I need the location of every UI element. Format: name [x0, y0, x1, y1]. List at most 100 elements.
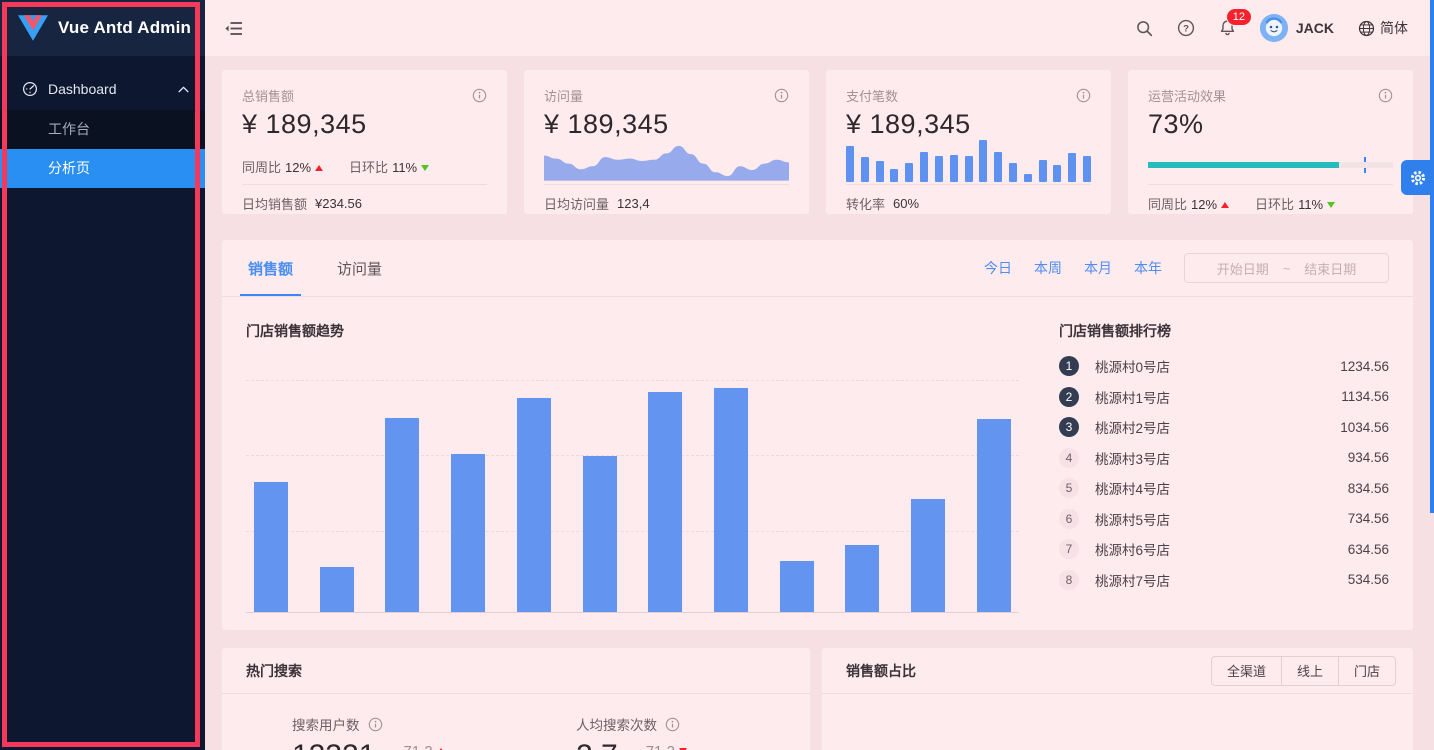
range-本月[interactable]: 本月: [1084, 260, 1112, 276]
mini-bar: [949, 154, 958, 182]
sales-bar: [516, 397, 551, 612]
app-title: Vue Antd Admin: [58, 18, 192, 37]
stat-change: 71.2: [403, 743, 445, 750]
rank-badge: 5: [1059, 478, 1079, 499]
start-date-placeholder: 开始日期: [1216, 261, 1269, 277]
card-title: 总销售额: [242, 89, 295, 104]
date-range-separator: ~: [1282, 260, 1291, 276]
stat-change: 71.2: [646, 743, 687, 750]
footer-label: 日均访问量: [544, 197, 610, 212]
search-icon[interactable]: [1136, 20, 1153, 37]
ranking-item: 4 桃源村3号店 934.56: [1059, 443, 1389, 474]
store-name: 桃源村2号店: [1095, 421, 1171, 437]
sales-bar: [648, 392, 683, 612]
sales-bar: [385, 418, 420, 612]
store-value: 834.56: [1347, 480, 1389, 496]
arrow-up-icon: [1221, 202, 1230, 208]
info-icon[interactable]: [1076, 88, 1091, 103]
store-value: 1034.56: [1340, 419, 1389, 435]
arrow-down-icon: [421, 165, 430, 171]
ranking-item: 6 桃源村5号店 734.56: [1059, 504, 1389, 535]
rank-badge: 7: [1059, 539, 1079, 560]
stat-label: 搜索用户数: [292, 718, 360, 733]
store-name: 桃源村0号店: [1095, 360, 1171, 376]
range-今日[interactable]: 今日: [984, 260, 1012, 276]
trend-label: 同周比: [242, 160, 282, 175]
payments-mini-bar-chart: [846, 140, 1091, 182]
stat-number-row: 12321 71.2: [292, 739, 516, 750]
logo[interactable]: Vue Antd Admin: [0, 0, 205, 56]
trend-同周比: 同周比 12%: [1148, 194, 1230, 213]
trend-日环比: 日环比 11%: [1255, 194, 1336, 213]
footer-value: ¥234.56: [315, 196, 363, 211]
store-name: 桃源村5号店: [1095, 512, 1171, 528]
sales-bar: [319, 567, 354, 612]
stat-label-row: 搜索用户数: [292, 714, 516, 734]
sidebar: Vue Antd Admin Dashboard 工作台分析页: [0, 0, 205, 750]
filter-门店[interactable]: 门店: [1337, 655, 1396, 686]
filter-线上[interactable]: 线上: [1280, 655, 1339, 686]
mini-bar: [905, 163, 914, 182]
info-icon[interactable]: [472, 88, 487, 103]
date-range-picker[interactable]: 开始日期 ~ 结束日期: [1184, 253, 1389, 283]
ranking-item: 2 桃源村1号店 1134.56: [1059, 382, 1389, 413]
range-本年[interactable]: 本年: [1134, 260, 1162, 276]
dashboard-icon: [22, 81, 38, 97]
sales-ratio-title: 销售额占比: [846, 662, 916, 679]
trend-同周比: 同周比 12%: [242, 157, 324, 176]
stat-card-payments: 支付笔数 ¥ 189,345 转化率 60%: [826, 70, 1111, 214]
user-menu[interactable]: JACK: [1259, 14, 1334, 42]
mini-bar: [994, 151, 1003, 182]
activity-progress-bar: [1148, 157, 1393, 173]
footer-value: 60%: [893, 196, 920, 211]
channel-filter-group: 全渠道 线上 门店: [1210, 655, 1396, 686]
info-icon[interactable]: [774, 88, 789, 103]
info-icon[interactable]: [368, 717, 383, 732]
ranking-item: 3 桃源村2号店 1034.56: [1059, 412, 1389, 443]
rank-badge: 4: [1059, 447, 1079, 468]
mini-bar: [979, 140, 988, 182]
notifications-button[interactable]: 12: [1219, 9, 1251, 37]
scrollbar-thumb[interactable]: [1430, 0, 1434, 513]
card-title: 运营活动效果: [1148, 89, 1227, 104]
topbar: ? 12 JACK: [205, 0, 1434, 56]
filter-全渠道[interactable]: 全渠道: [1210, 655, 1282, 686]
sales-bar: [779, 560, 814, 612]
ranking-list: 1 桃源村0号店 1234.56 2 桃源村1号店 1134.56 3 桃源村2号店 1034.…: [1059, 351, 1389, 595]
locale-switcher[interactable]: 简体: [1358, 18, 1408, 38]
arrow-down-icon: [678, 748, 687, 750]
store-name: 桃源村7号店: [1095, 573, 1171, 589]
sidebar-item-工作台[interactable]: 工作台: [48, 121, 90, 137]
activity-progress-fill: [1148, 162, 1340, 168]
sidebar-item-dashboard[interactable]: Dashboard: [0, 68, 205, 110]
card-title: 访问量: [544, 89, 584, 104]
visits-area-path: [544, 145, 789, 181]
sidebar-item-分析页[interactable]: 分析页: [0, 149, 205, 188]
mini-bar: [875, 161, 884, 182]
sales-bar: [254, 481, 288, 612]
store-name: 桃源村3号店: [1095, 451, 1171, 467]
ranking-item: 8 桃源村7号店 534.56: [1059, 565, 1389, 596]
trend-chart-title: 门店销售额趋势: [246, 323, 344, 339]
card-value: ¥ 189,345: [846, 109, 971, 139]
hot-search-stat-搜索用户数: 搜索用户数 12321 71.2: [222, 714, 516, 750]
menu-fold-button[interactable]: [225, 21, 243, 36]
quick-ranges: 今日 本周 本月 本年: [984, 258, 1162, 278]
sales-bar: [845, 544, 880, 612]
range-本周[interactable]: 本周: [1034, 260, 1062, 276]
footer-value: 123,4: [617, 196, 650, 211]
trend-label: 日环比: [1255, 197, 1295, 212]
tab-访问量[interactable]: 访问量: [337, 260, 383, 278]
hot-search-card: 热门搜索 搜索用户数 12321 71.2 人均搜索次数 2.7 71.2: [222, 648, 810, 750]
mini-bar: [1008, 163, 1017, 182]
pie-chart-area: 事例五: 9%: [822, 694, 1413, 750]
trend-label: 日环比: [349, 160, 389, 175]
tab-销售额[interactable]: 销售额: [239, 240, 302, 296]
stat-card-visits: 访问量 ¥ 189,345 日均访问量 123,4: [524, 70, 809, 214]
help-icon[interactable]: ?: [1177, 19, 1195, 37]
stat-change-value: 71.2: [403, 743, 432, 750]
info-icon[interactable]: [1378, 88, 1393, 103]
globe-icon: [1358, 20, 1375, 36]
info-icon[interactable]: [665, 717, 680, 732]
settings-button[interactable]: [1401, 160, 1434, 195]
